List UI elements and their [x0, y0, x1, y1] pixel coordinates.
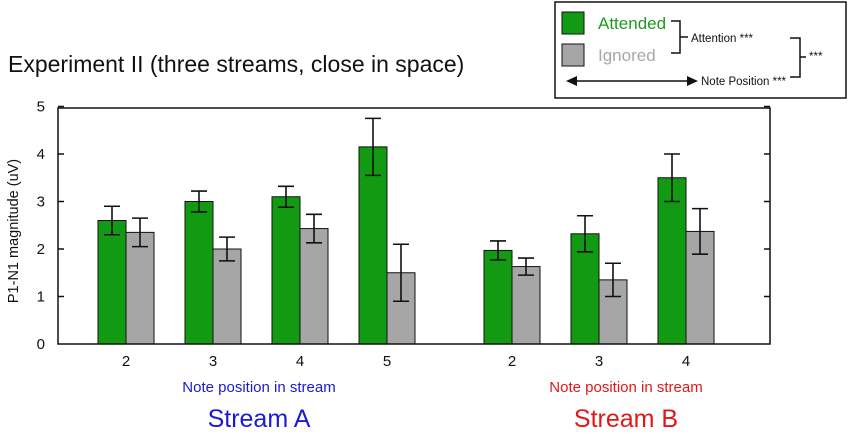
- x-tick-label: 5: [383, 353, 391, 370]
- note-position-stat-label: Note Position ***: [701, 76, 787, 88]
- error-bar-attended: [278, 185, 294, 208]
- arrow-head-left: [566, 76, 577, 86]
- legend-label-attended: Attended: [598, 14, 666, 33]
- bars: [97, 117, 715, 345]
- bar-ignored: [511, 266, 541, 345]
- y-tick-label: 1: [37, 289, 45, 306]
- error-bar-ignored: [692, 207, 708, 256]
- legend-frame: [554, 1, 847, 99]
- bar-ignored: [299, 228, 329, 345]
- bar-attended: [97, 220, 127, 345]
- bar-attended: [271, 196, 301, 345]
- x-tick-label: 4: [682, 353, 690, 370]
- error-bar-ignored: [518, 257, 534, 276]
- bar-attended: [184, 201, 214, 345]
- x-tick-label: 2: [122, 353, 130, 370]
- error-bar-attended: [577, 214, 593, 253]
- y-tick-label: 2: [37, 241, 45, 258]
- y-tick-label: 5: [37, 99, 45, 116]
- error-bar-attended: [365, 117, 381, 177]
- legend-swatch-attended: [561, 11, 585, 35]
- legend-swatch-ignored: [561, 43, 585, 67]
- error-bar-attended: [191, 190, 207, 213]
- legend-label-ignored: Ignored: [598, 46, 656, 65]
- attention-bracket: [671, 20, 688, 54]
- error-bar-ignored: [393, 243, 409, 303]
- interaction-stat-label: ***: [809, 51, 823, 63]
- attention-stat-label: Attention ***: [691, 33, 754, 45]
- arrow-head-right: [687, 76, 698, 86]
- stream-b-xlabel: Note position in stream: [549, 379, 702, 396]
- error-bar-ignored: [605, 262, 621, 298]
- x-tick-label: 3: [595, 353, 603, 370]
- stream-b-name: Stream B: [574, 405, 678, 433]
- chart-title: Experiment II (three streams, close in s…: [8, 51, 464, 77]
- bar-attended: [657, 177, 687, 345]
- stream-a-name: Stream A: [208, 405, 311, 433]
- y-axis-ticks: 0 1 2 3 4 5: [37, 99, 770, 353]
- interaction-bracket: [790, 37, 806, 78]
- bar-attended: [358, 146, 388, 345]
- error-bar-attended: [664, 153, 680, 203]
- y-axis-label: P1-N1 magnitude (uV): [6, 159, 22, 303]
- legend: Attended Ignored Attention *** *** Note …: [554, 1, 847, 99]
- y-tick-label: 0: [37, 336, 45, 353]
- y-tick-label: 4: [37, 146, 45, 163]
- x-tick-label: 3: [209, 353, 217, 370]
- x-tick-label: 4: [296, 353, 304, 370]
- bar-attended: [483, 249, 513, 345]
- stream-a-xlabel: Note position in stream: [182, 379, 335, 396]
- error-bar-ignored: [306, 213, 322, 244]
- error-bar-attended: [490, 240, 506, 261]
- y-tick-label: 3: [37, 194, 45, 211]
- error-bar-ignored: [132, 217, 148, 248]
- error-bar-attended: [104, 205, 120, 236]
- x-axis-labels: 2 3 4 5 2 3 4: [122, 353, 690, 370]
- x-tick-label: 2: [508, 353, 516, 370]
- plot-frame: [57, 107, 771, 345]
- bar-ignored: [125, 231, 155, 345]
- error-bar-ignored: [219, 236, 235, 262]
- bar-ignored: [212, 248, 242, 345]
